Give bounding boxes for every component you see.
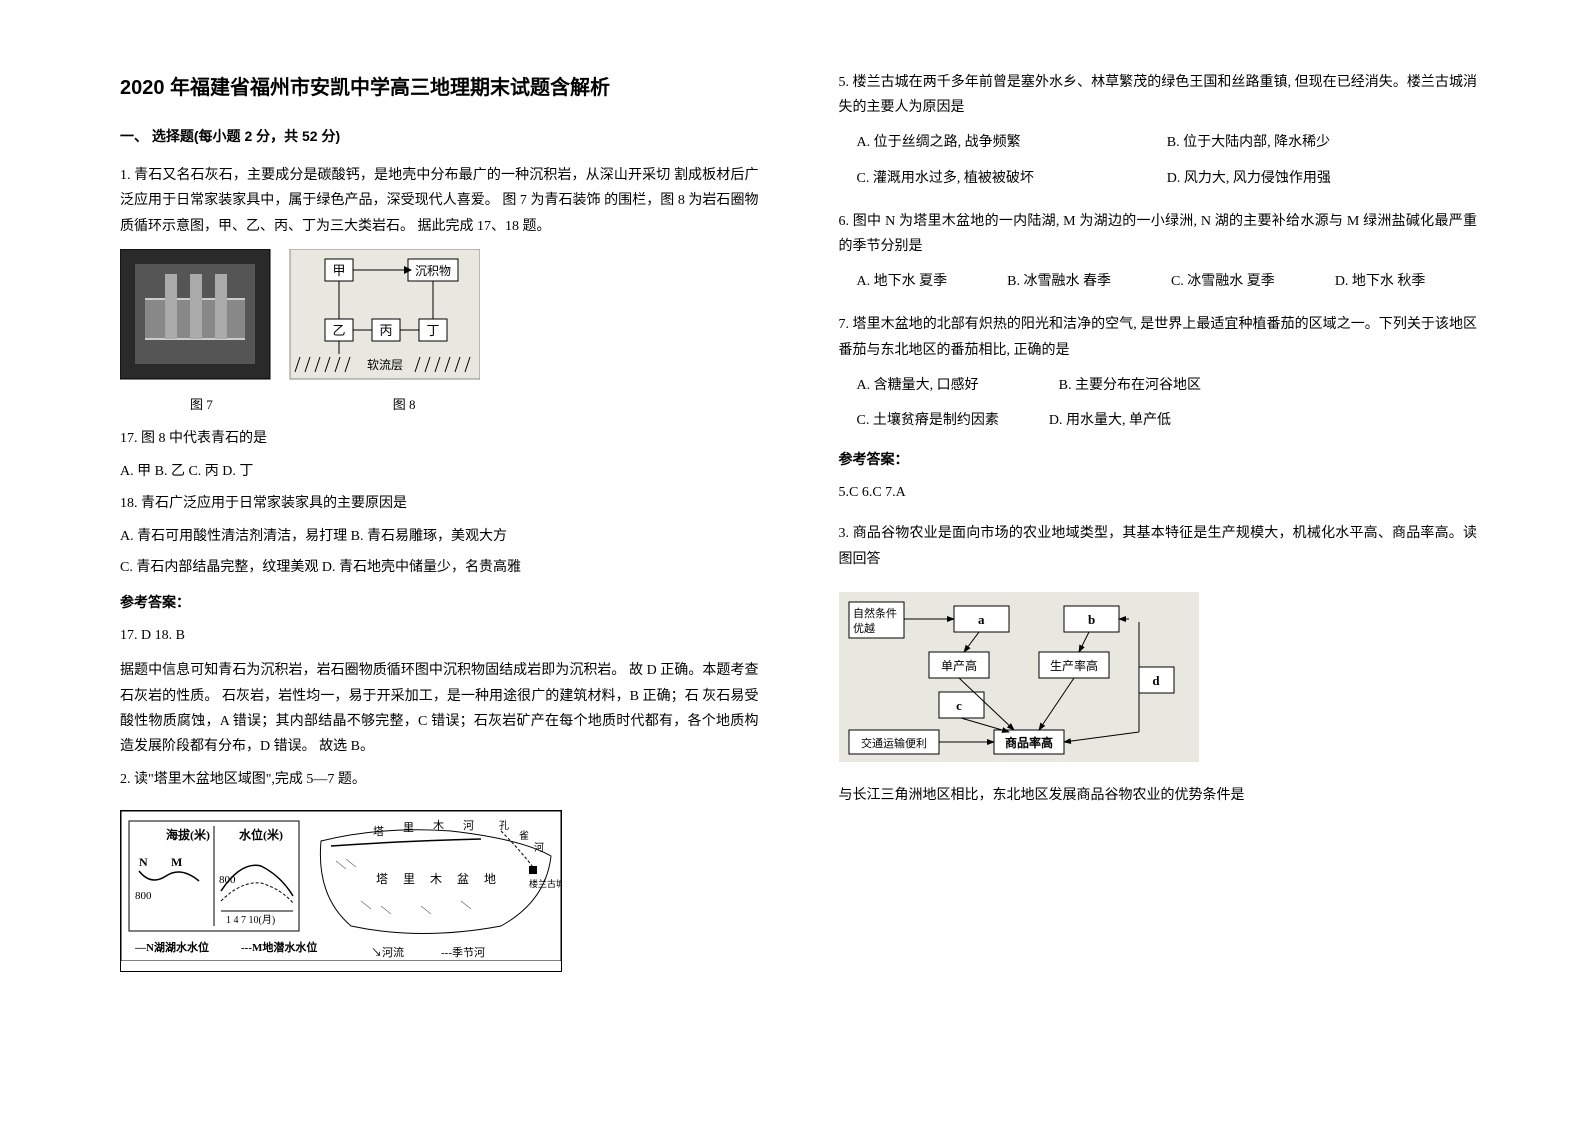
q5-row1: A. 位于丝绸之路, 战争频繁 B. 位于大陆内部, 降水稀少 [839,130,1478,155]
pen-label: 塔 里 木 盆 地 [376,872,502,886]
danchan: 单产高 [940,658,976,673]
bing-label: 丙 [379,323,392,338]
svg-text:N: N [139,855,148,869]
fig7-label: 图 7 [190,393,213,416]
grain-flow-diagram: 自然条件 优越 a b 单产高 生产率高 c d [839,592,1199,771]
river-legend: ↘河流 [371,945,404,959]
q18-options-ab: A. 青石可用酸性清洁剂清洁，易打理 B. 青石易雕琢，美观大方 [120,524,759,549]
q7-stem: 7. 塔里木盆地的北部有炽热的阳光和洁净的空气, 是世界上最适宜种植番茄的区域之… [839,312,1478,362]
jia-label: 甲 [332,263,345,278]
jiaotong: 交通运输便利 [861,736,927,750]
q7-a: A. 含糖量大, 口感好 [857,373,979,398]
q5-d: D. 风力大, 风力侵蚀作用强 [1167,166,1477,191]
q7-d: D. 用水量大, 单产低 [1049,408,1171,433]
q6-a: A. 地下水 夏季 [857,269,948,294]
q7-row2: C. 土壤贫瘠是制约因素 D. 用水量大, 单产低 [839,408,1478,433]
yi-label: 乙 [332,323,345,338]
q17-stem: 17. 图 8 中代表青石的是 [120,426,759,451]
tarim-map: 海拔(米) 水位(米) N M 800 800 1 4 7 10(月) —N湖湖… [120,810,562,971]
svg-text:M: M [171,855,182,869]
q18-options-cd: C. 青石内部结晶完整，纹理美观 D. 青石地壳中储量少，名贵高雅 [120,555,759,580]
sediment-label: 沉积物 [415,264,451,278]
fig8-label: 图 8 [393,393,416,416]
answer-1: 17. D 18. B [120,623,759,648]
v800b: 800 [219,874,236,886]
he: 河 [534,842,544,854]
q6-d: D. 地下水 秋季 [1335,269,1426,294]
q17-options: A. 甲 B. 乙 C. 丙 D. 丁 [120,459,759,484]
ta-d: 河 [463,819,474,832]
seasonal-legend: ---季节河 [441,946,485,959]
figure-7-8: 甲 沉积物 乙 丙 丁 [120,249,759,416]
legend2: ---M地潜水水位 [241,940,317,954]
shangpin: 商品率高 [1004,735,1052,750]
q5-a: A. 位于丝绸之路, 战争频繁 [857,130,1021,155]
ta-c: 木 [433,819,444,832]
right-column: 5. 楼兰古城在两千多年前曾是塞外水乡、林草繁茂的绿色王国和丝路重镇, 但现在已… [799,70,1498,1082]
natural-1: 自然条件 [853,606,897,620]
que: 雀 [519,830,529,842]
answer-label-1: 参考答案： [120,590,759,615]
c-label: c [956,698,962,713]
ta-a: 塔 [373,825,384,838]
natural-2: 优越 [853,621,875,635]
q6-options: A. 地下水 夏季 B. 冰雪融水 春季 C. 冰雪融水 夏季 D. 地下水 秋… [839,269,1478,294]
ruanliu-label: 软流层 [367,358,403,372]
section-header: 一、 选择题(每小题 2 分，共 52 分) [120,124,759,149]
q3-followup: 与长江三角洲地区相比，东北地区发展商品谷物农业的优势条件是 [839,783,1478,808]
q7-c: C. 土壤贫瘠是制约因素 [857,408,999,433]
q5-stem: 5. 楼兰古城在两千多年前曾是塞外水乡、林草繁茂的绿色王国和丝路重镇, 但现在已… [839,70,1478,120]
answer-label-2: 参考答案： [839,447,1478,472]
rock-cycle-diagram: 甲 沉积物 乙 丙 丁 [120,249,480,389]
page-title: 2020 年福建省福州市安凯中学高三地理期末试题含解析 [120,70,759,106]
v800a: 800 [135,890,152,902]
explain-1: 据题中信息可知青石为沉积岩，岩石圈物质循环图中沉积物固结成岩即为沉积岩。 故 D… [120,658,759,759]
shengchan: 生产率高 [1049,658,1097,673]
shuiwei-label: 水位(米) [239,827,283,842]
q3-stem: 3. 商品谷物农业是面向市场的农业地域类型，其基本特征是生产规模大，机械化水平高… [839,521,1478,571]
q6-b: B. 冰雪融水 春季 [1007,269,1111,294]
q7-b: B. 主要分布在河谷地区 [1059,373,1201,398]
d-label: d [1152,673,1160,688]
q5-row2: C. 灌溉用水过多, 植被被破坏 D. 风力大, 风力侵蚀作用强 [839,166,1478,191]
figure-labels: 图 7 图 8 [120,393,759,416]
a-label: a [978,612,985,627]
months-label: 1 4 7 10(月) [226,914,275,926]
kong: 孔 [499,820,509,832]
loulan: 楼兰古城 [529,878,561,889]
ding-label: 丁 [426,323,439,338]
legend1: —N湖湖水水位 [134,940,209,954]
q1-stem: 1. 青石又名石灰石，主要成分是碳酸钙，是地壳中分布最广的一种沉积岩，从深山开采… [120,163,759,239]
q6-stem: 6. 图中 N 为塔里木盆地的一内陆湖, M 为湖边的一小绿洲, N 湖的主要补… [839,209,1478,259]
haiba-label: 海拔(米) [166,827,210,842]
answer-2: 5.C 6.C 7.A [839,480,1478,505]
q6-c: C. 冰雪融水 夏季 [1171,269,1275,294]
b-label: b [1088,612,1095,627]
q5-c: C. 灌溉用水过多, 植被被破坏 [857,166,1034,191]
q5-b: B. 位于大陆内部, 降水稀少 [1167,130,1477,155]
q18-stem: 18. 青石广泛应用于日常家装家具的主要原因是 [120,491,759,516]
q2-stem: 2. 读"塔里木盆地区域图",完成 5—7 题。 [120,767,759,792]
ta-b: 里 [403,821,414,834]
left-column: 2020 年福建省福州市安凯中学高三地理期末试题含解析 一、 选择题(每小题 2… [100,70,799,1082]
q7-row1: A. 含糖量大, 口感好 B. 主要分布在河谷地区 [839,373,1478,398]
